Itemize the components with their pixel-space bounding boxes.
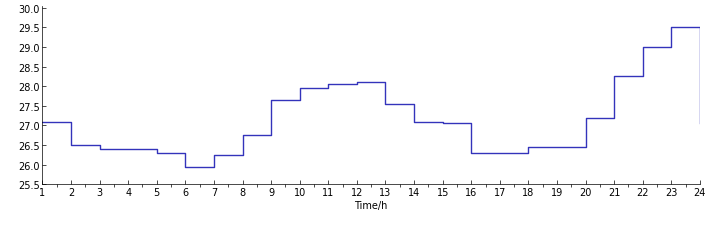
X-axis label: Time/h: Time/h — [354, 200, 388, 210]
